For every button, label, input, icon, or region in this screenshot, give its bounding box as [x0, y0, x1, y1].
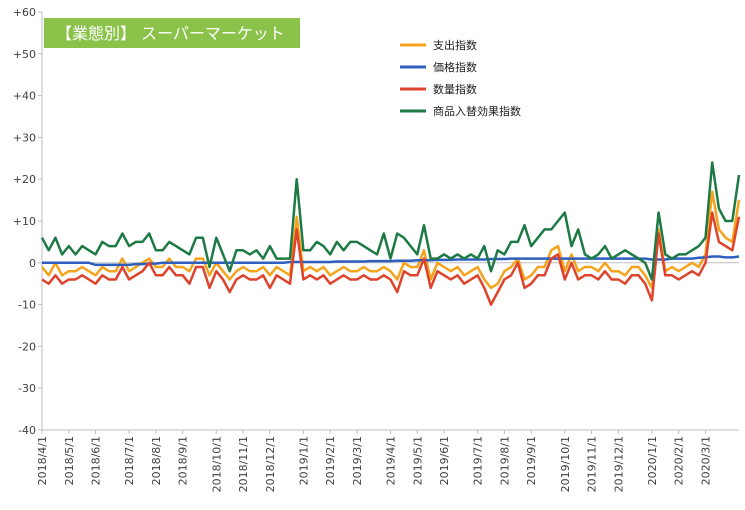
x-tick-label: 2018/7/1 — [123, 436, 136, 485]
y-tick-label: 0 — [29, 257, 36, 270]
x-tick-label: 2019/10/1 — [559, 436, 572, 492]
x-tick-label: 2019/11/1 — [586, 436, 599, 492]
y-tick-label: +40 — [13, 90, 36, 103]
x-tick-label: 2019/3/1 — [351, 436, 364, 485]
x-tick-label: 2018/11/1 — [237, 436, 250, 492]
y-tick-label: +50 — [13, 48, 36, 61]
x-tick-label: 2019/9/1 — [525, 436, 538, 485]
axes: -40 -30 -20 -10 0 +10 +20 +30 +40 +50 +60 2018/4/1 2… — [13, 6, 739, 492]
x-tick-label: 2019/12/1 — [612, 436, 625, 492]
x-tick-label: 2020/3/1 — [699, 436, 712, 485]
y-tick-label: +30 — [13, 131, 36, 144]
series-line — [41, 211, 741, 306]
x-tick-label: 2019/8/1 — [498, 436, 511, 485]
x-tick-label: 2019/2/1 — [324, 436, 337, 485]
x-tick-label: 2018/12/1 — [264, 436, 277, 492]
x-tick-label: 2019/7/1 — [472, 436, 485, 485]
series-line — [41, 190, 741, 290]
y-tick-label: -40 — [18, 424, 36, 437]
x-tick-label: 2019/1/1 — [297, 436, 310, 485]
y-tick-label: -20 — [18, 340, 36, 353]
y-tick-label: +20 — [13, 173, 36, 186]
chart-title: 【業態別】 スーパーマーケット — [56, 24, 285, 43]
series-line — [40, 161, 741, 281]
series-lines — [40, 161, 741, 306]
x-tick-label: 2018/10/1 — [210, 436, 223, 492]
y-tick-label: +60 — [13, 6, 36, 19]
series-line — [42, 255, 740, 267]
x-tick-label: 2018/8/1 — [150, 436, 163, 485]
y-tick-label: -10 — [18, 299, 36, 312]
x-tick-label: 2019/6/1 — [438, 436, 451, 485]
legend-label: 価格指数 — [433, 60, 477, 74]
x-tick-label: 2018/9/1 — [177, 436, 190, 485]
x-tick-label: 2020/1/1 — [646, 436, 659, 485]
x-tick-label: 2020/2/1 — [673, 436, 686, 485]
x-tick-label: 2019/5/1 — [411, 436, 424, 485]
x-tick-label: 2019/4/1 — [385, 436, 398, 485]
chart-title-box: 【業態別】 スーパーマーケット — [44, 18, 300, 48]
x-tick-label: 2018/6/1 — [90, 436, 103, 485]
legend-label: 支出指数 — [433, 38, 477, 52]
x-tick-label: 2018/5/1 — [63, 436, 76, 485]
legend-label: 数量指数 — [433, 82, 477, 96]
x-tick-label: 2018/4/1 — [36, 436, 49, 485]
chart-title-background — [44, 18, 300, 48]
y-tick-label: +10 — [13, 215, 36, 228]
legend-label: 商品入替効果指数 — [433, 104, 521, 118]
y-tick-label: -30 — [18, 382, 36, 395]
